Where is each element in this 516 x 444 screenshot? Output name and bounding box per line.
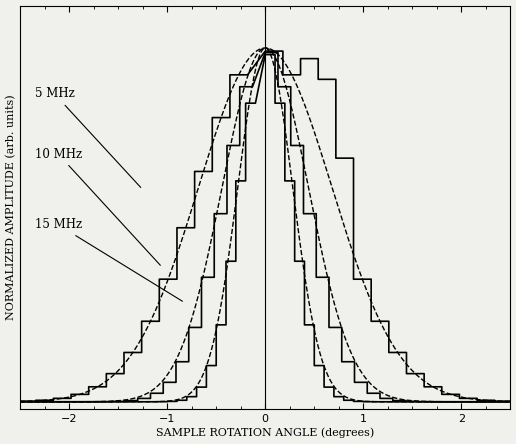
Y-axis label: NORMALIZED AMPLITUDE (arb. units): NORMALIZED AMPLITUDE (arb. units) (6, 95, 16, 320)
Text: 10 MHz: 10 MHz (35, 148, 160, 266)
X-axis label: SAMPLE ROTATION ANGLE (degrees): SAMPLE ROTATION ANGLE (degrees) (156, 428, 375, 438)
Text: 5 MHz: 5 MHz (35, 87, 141, 187)
Text: 15 MHz: 15 MHz (35, 218, 183, 301)
